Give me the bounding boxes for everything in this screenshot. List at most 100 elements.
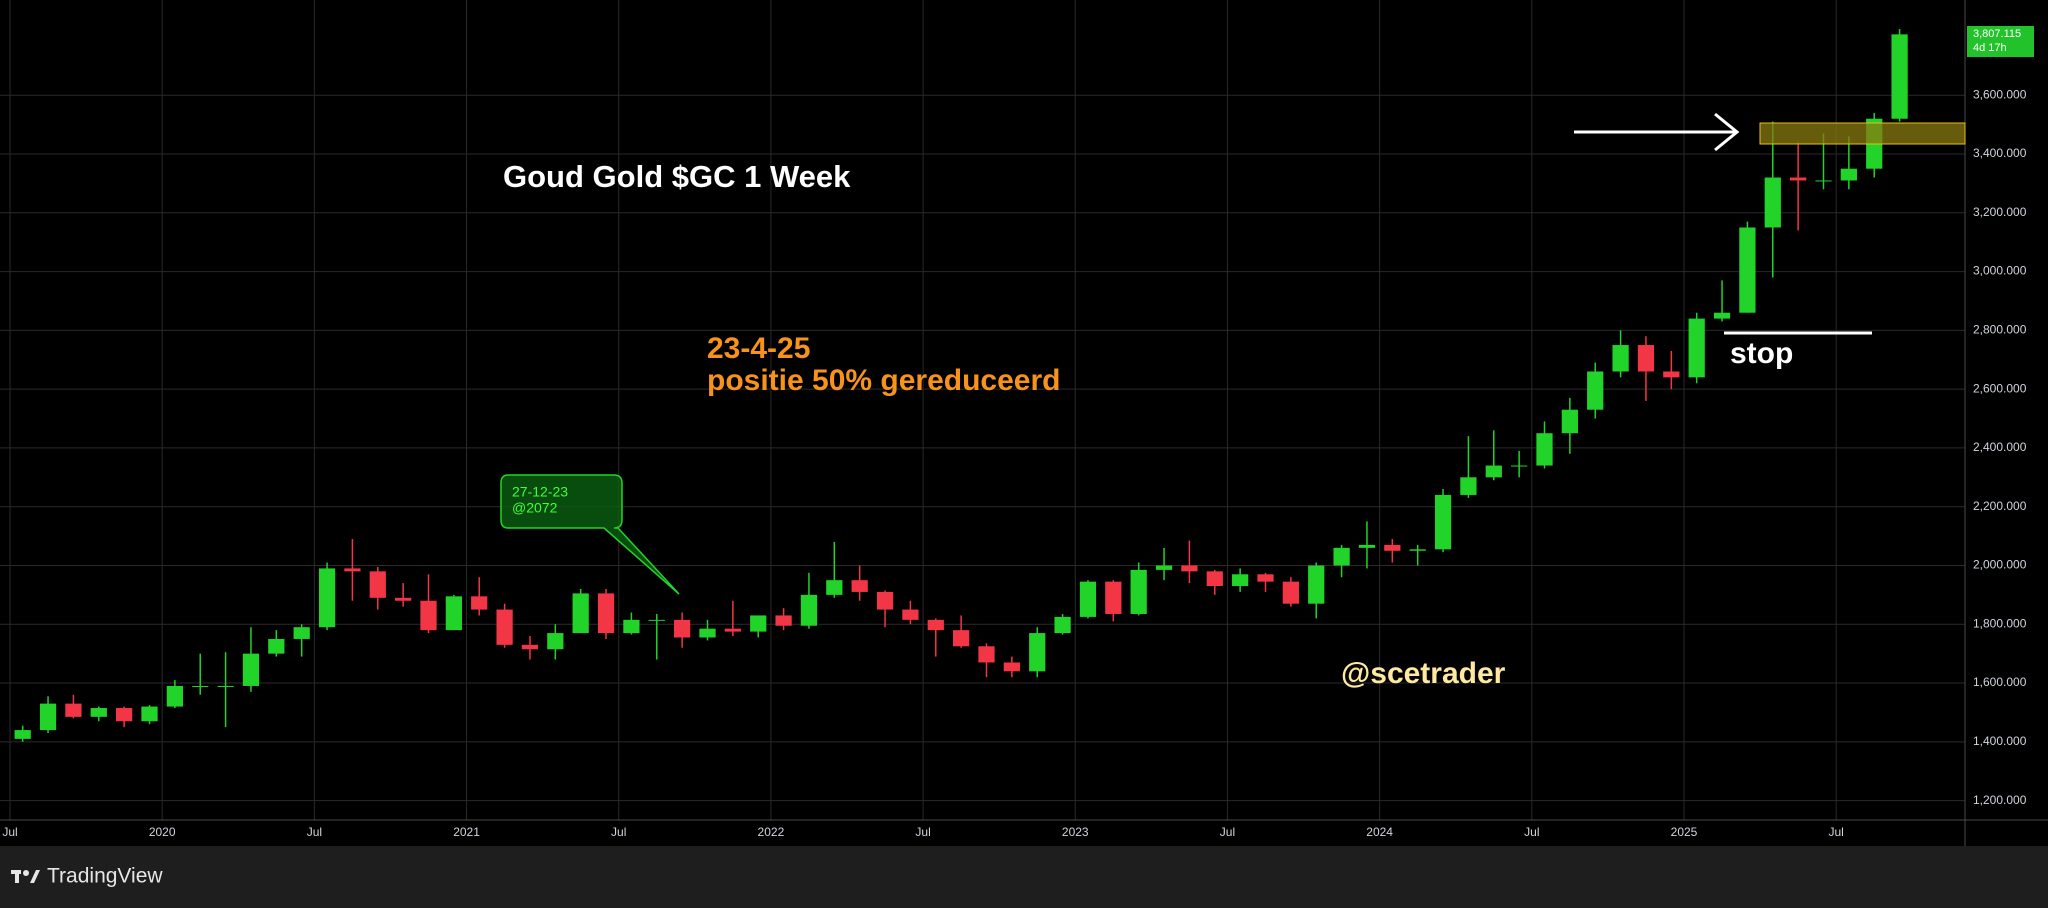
x-tick-label: 2025: [1671, 825, 1698, 839]
candle-body: [902, 609, 919, 620]
candle-body: [1308, 565, 1325, 604]
candle-body: [775, 615, 792, 626]
candle-body: [1511, 465, 1528, 467]
y-tick-label: 1,800.000: [1973, 616, 2027, 630]
candle-body: [116, 708, 133, 722]
logo-part: [23, 870, 29, 876]
y-tick-label: 2,400.000: [1973, 440, 2027, 454]
y-tick-label: 2,200.000: [1973, 499, 2027, 513]
candle-body: [1003, 662, 1020, 672]
chart-title: Goud Gold $GC 1 Week: [503, 159, 851, 194]
candle-body: [242, 653, 260, 686]
candle-body: [14, 730, 31, 739]
x-tick-label: 2023: [1062, 825, 1089, 839]
candle-body: [1333, 547, 1350, 566]
candle-body: [876, 591, 894, 610]
brand-name: TradingView: [47, 865, 163, 888]
candle-body: [192, 685, 209, 687]
candle-body: [1612, 345, 1629, 372]
x-tick-label: Jul: [307, 825, 322, 839]
y-tick-label: 1,600.000: [1973, 675, 2027, 689]
candle-body: [293, 627, 310, 639]
candle-body: [927, 619, 944, 631]
candle-body: [1130, 569, 1147, 614]
note-date: 23-4-25: [707, 332, 810, 365]
candle-body: [65, 703, 82, 717]
resistance-zone: [1759, 122, 1966, 145]
x-tick-label: Jul: [2, 825, 17, 839]
candle-body: [724, 628, 741, 632]
callout-box: [500, 474, 680, 595]
candle-body: [1105, 581, 1122, 614]
candle-body: [547, 633, 564, 650]
x-tick-label: 2020: [149, 825, 176, 839]
note-text: positie 50% gereduceerd: [707, 364, 1060, 397]
candle-body: [217, 685, 234, 687]
candle-body: [978, 646, 995, 663]
logo-part: [15, 870, 19, 883]
x-tick-label: Jul: [1829, 825, 1844, 839]
candle-body: [1434, 494, 1452, 550]
y-tick-label: 2,000.000: [1973, 558, 2027, 572]
candles: [14, 29, 1908, 742]
axes: 1,200.000 1,400.000 1,600.000 1,800.000 2,00…: [2, 87, 2026, 839]
candle-body: [699, 628, 716, 638]
x-tick-label: Jul: [611, 825, 626, 839]
candle-body: [1587, 371, 1604, 410]
candle-body: [851, 580, 868, 592]
candle-body: [1257, 574, 1274, 582]
candle-body: [1536, 433, 1553, 466]
y-tick-label: 3,400.000: [1973, 146, 2027, 160]
candle-body: [1637, 345, 1655, 372]
candle-body: [1891, 34, 1908, 119]
candle-body: [1155, 565, 1173, 570]
candle-body: [445, 596, 462, 631]
candle-body: [39, 703, 57, 731]
callout-date: 27-12-23: [512, 484, 568, 500]
candle-body: [420, 600, 437, 631]
candle-body: [496, 609, 513, 645]
author-handle: @scetrader: [1341, 657, 1506, 690]
candle-body: [471, 596, 488, 610]
candle-body: [141, 706, 158, 722]
last-price-box: [1967, 26, 2034, 57]
candle-body: [1485, 465, 1502, 478]
y-tick-label: 1,200.000: [1973, 793, 2027, 807]
stop-label: stop: [1730, 337, 1793, 370]
candle-body: [1815, 180, 1832, 182]
candle-body: [1181, 565, 1198, 572]
y-tick-label: 2,800.000: [1973, 323, 2027, 337]
candle-body: [1561, 409, 1578, 434]
candle-body: [1206, 571, 1223, 587]
x-tick-label: 2022: [758, 825, 785, 839]
candle-body: [750, 615, 767, 632]
candle-body: [1358, 544, 1376, 548]
candle-body: [1663, 371, 1680, 378]
candle-body: [648, 619, 665, 621]
candle-body: [1688, 318, 1705, 378]
candle-body: [395, 597, 412, 601]
candle-body: [674, 619, 691, 638]
candle-body: [166, 685, 183, 707]
brand-logo: [11, 870, 40, 883]
y-tick-label: 3,600.000: [1973, 87, 2027, 101]
callout-price: @2072: [512, 500, 558, 516]
candle-body: [90, 708, 107, 717]
countdown-label: 4d 17h: [1973, 42, 2007, 54]
y-tick-label: 3,200.000: [1973, 205, 2027, 219]
last-price-label: 3,807.115: [1973, 28, 2021, 40]
candle-body: [1079, 581, 1097, 617]
candle-body: [1054, 616, 1071, 634]
candle-body: [521, 644, 539, 650]
candle-body: [953, 630, 970, 647]
x-tick-label: Jul: [915, 825, 930, 839]
x-tick-label: Jul: [1524, 825, 1539, 839]
candle-body: [1282, 581, 1299, 604]
candle-body: [1029, 633, 1046, 672]
candle-body: [1460, 477, 1477, 495]
candle-body: [1739, 227, 1756, 313]
grid: [0, 0, 1965, 820]
